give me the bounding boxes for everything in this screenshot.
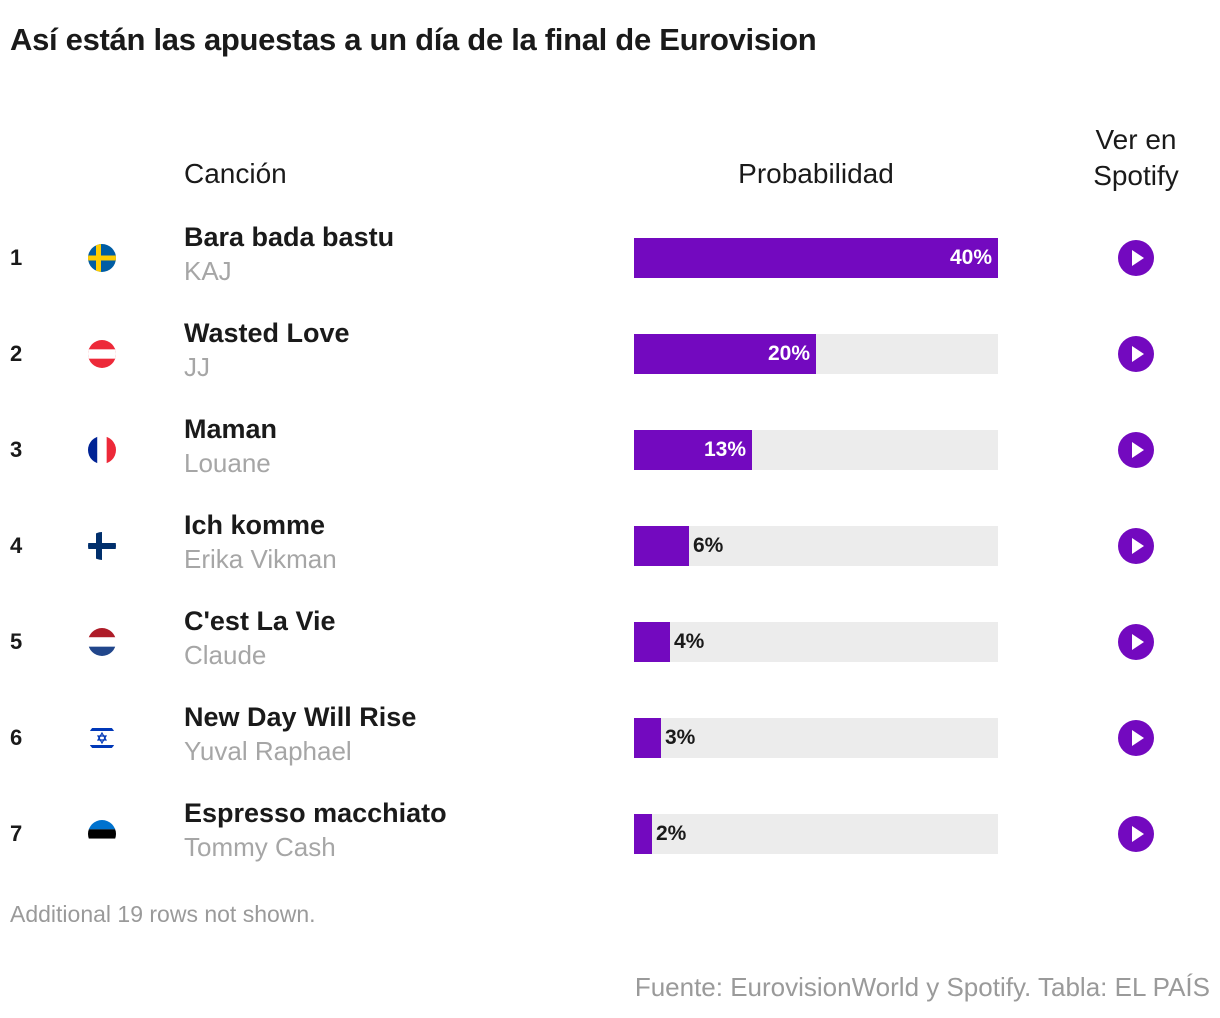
spotify-play-icon[interactable] bbox=[1118, 720, 1154, 756]
bar-track: 2% bbox=[634, 814, 998, 854]
bar-track: 4% bbox=[634, 622, 998, 662]
probability-label: 13% bbox=[703, 438, 746, 461]
table-row: 5 C'est La Vie Claude 4% bbox=[0, 606, 1220, 718]
probability-label: 2% bbox=[656, 822, 687, 845]
probability-label: 20% bbox=[767, 342, 810, 365]
song-title: Maman bbox=[184, 414, 278, 444]
rank-number: 2 bbox=[10, 341, 23, 366]
song-title: New Day Will Rise bbox=[184, 702, 417, 732]
probability-bar bbox=[634, 718, 661, 758]
artist-name: KAJ bbox=[184, 256, 232, 286]
probability-bar bbox=[634, 430, 752, 470]
artist-name: JJ bbox=[184, 352, 210, 382]
table-row: 7 Espresso macchiato Tommy Cash 2% bbox=[0, 798, 1220, 910]
spotify-play-icon[interactable] bbox=[1118, 528, 1154, 564]
table-row: 1 Bara bada bastu KAJ 40% bbox=[0, 222, 1220, 334]
netherlands-flag-icon bbox=[88, 628, 116, 656]
estonia-flag-icon bbox=[88, 820, 116, 848]
probability-label: 4% bbox=[674, 630, 705, 653]
rank-number: 3 bbox=[10, 437, 23, 462]
rank-number: 7 bbox=[10, 821, 23, 846]
probability-bar bbox=[634, 238, 998, 278]
france-flag-icon bbox=[88, 436, 116, 464]
rank-number: 1 bbox=[10, 245, 23, 270]
bar-track: 40% bbox=[634, 238, 998, 278]
spotify-play-icon[interactable] bbox=[1118, 336, 1154, 372]
column-header-probability: Probabilidad bbox=[738, 158, 894, 189]
rank-number: 6 bbox=[10, 725, 23, 750]
table-row: 3 Maman Louane 13% bbox=[0, 414, 1220, 526]
artist-name: Erika Vikman bbox=[184, 544, 337, 574]
rank-number: 5 bbox=[10, 629, 23, 654]
table-row: 4 Ich komme Erika Vikman 6% bbox=[0, 510, 1220, 622]
column-header-song: Canción bbox=[184, 158, 287, 189]
song-title: C'est La Vie bbox=[184, 606, 336, 636]
spotify-play-icon[interactable] bbox=[1118, 432, 1154, 468]
bar-track: 3% bbox=[634, 718, 998, 758]
spotify-play-icon[interactable] bbox=[1118, 240, 1154, 276]
song-title: Ich komme bbox=[184, 510, 326, 540]
rows-not-shown-note: Additional 19 rows not shown. bbox=[10, 901, 316, 927]
artist-name: Louane bbox=[184, 448, 271, 478]
probability-bar bbox=[634, 526, 689, 566]
song-title: Espresso macchiato bbox=[184, 798, 447, 828]
artist-name: Tommy Cash bbox=[184, 832, 336, 862]
bar-track: 20% bbox=[634, 334, 998, 374]
spotify-play-icon[interactable] bbox=[1118, 624, 1154, 660]
probability-label: 3% bbox=[665, 726, 696, 749]
israel-flag-icon bbox=[88, 724, 116, 752]
song-title: Wasted Love bbox=[184, 318, 350, 348]
austria-flag-icon bbox=[88, 340, 116, 368]
column-header-spotify: Ver en Spotify bbox=[1093, 124, 1179, 191]
rank-number: 4 bbox=[10, 533, 23, 558]
table-row: 6 New Day Will Rise Yuval Raphael 3% bbox=[0, 702, 1220, 814]
artist-name: Yuval Raphael bbox=[184, 736, 352, 766]
bar-track: 6% bbox=[634, 526, 998, 566]
table-row: 2 Wasted Love JJ 20% bbox=[0, 318, 1220, 430]
probability-bar bbox=[634, 622, 670, 662]
probability-bar bbox=[634, 334, 816, 374]
probability-label: 6% bbox=[693, 534, 724, 557]
spotify-play-icon[interactable] bbox=[1118, 816, 1154, 852]
probability-label: 40% bbox=[949, 246, 992, 269]
finland-flag-icon bbox=[88, 532, 116, 560]
sweden-flag-icon bbox=[88, 244, 116, 272]
chart-title: Así están las apuestas a un día de la fi… bbox=[10, 22, 817, 57]
source-credit: Fuente: EurovisionWorld y Spotify. Tabla… bbox=[634, 972, 1210, 1002]
artist-name: Claude bbox=[184, 640, 267, 670]
song-title: Bara bada bastu bbox=[184, 222, 395, 252]
probability-bar bbox=[634, 814, 652, 854]
bar-track: 13% bbox=[634, 430, 998, 470]
